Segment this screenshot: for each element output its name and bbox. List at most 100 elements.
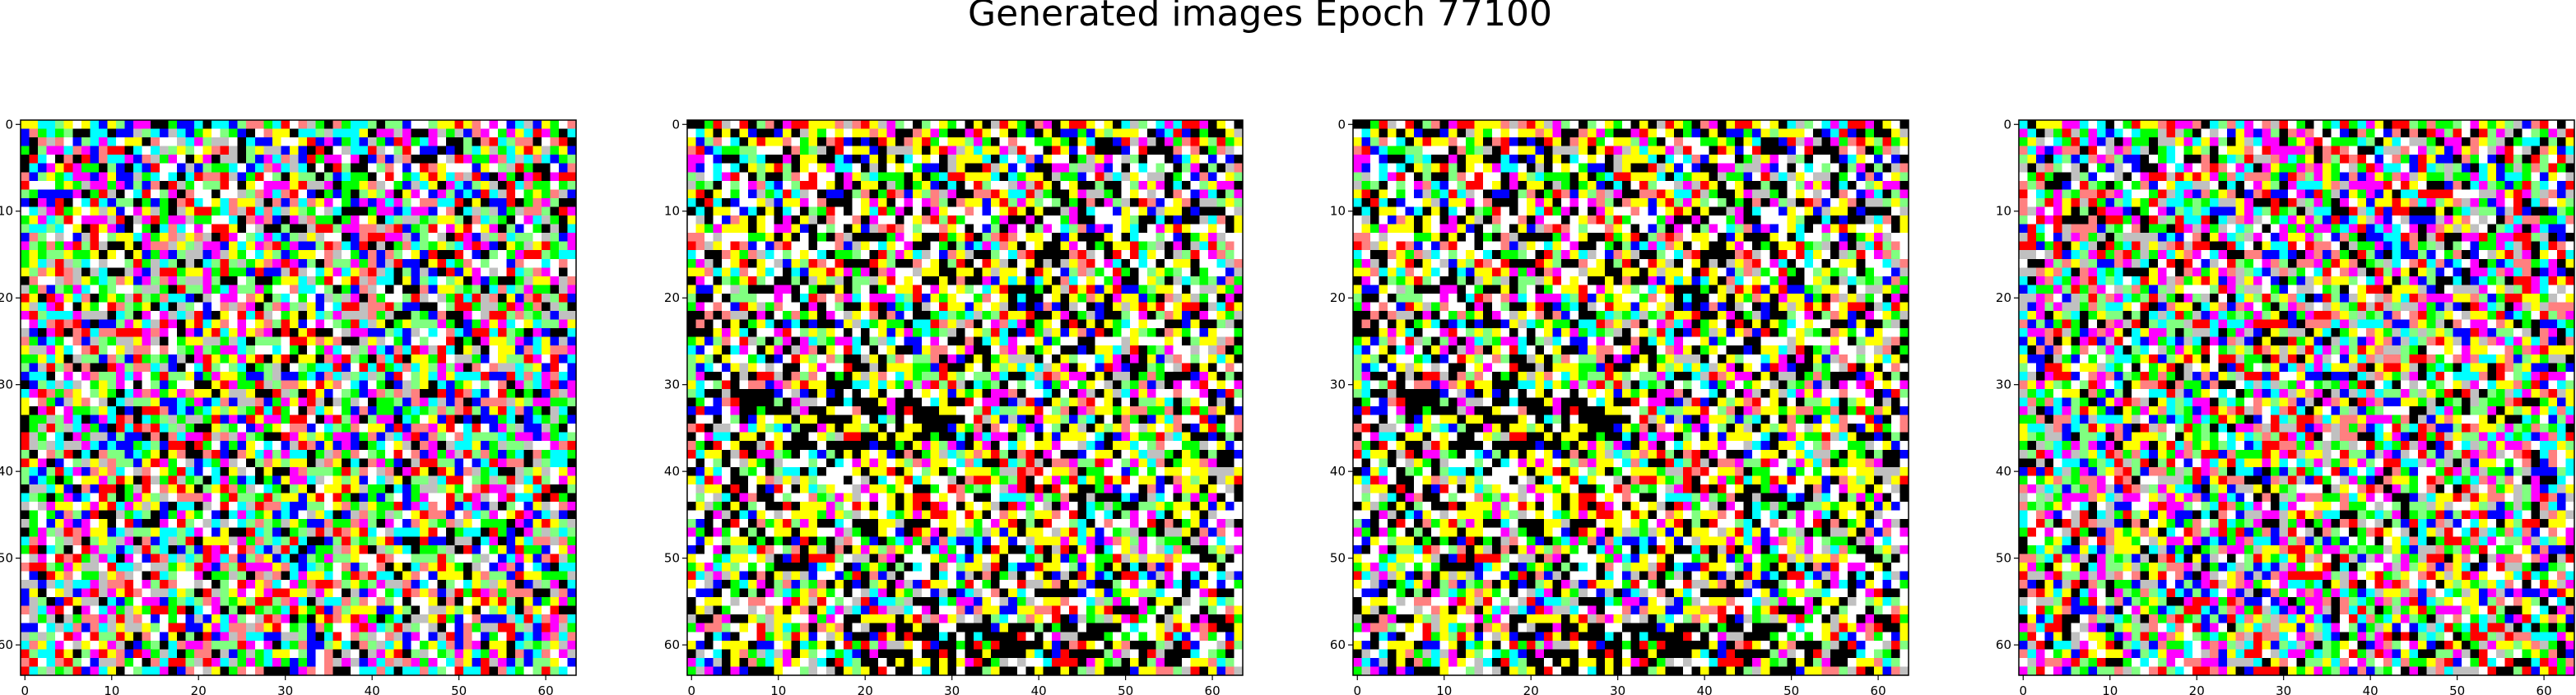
pixel	[90, 597, 99, 606]
pixel	[559, 641, 568, 650]
pixel	[550, 354, 559, 364]
pixel	[437, 172, 446, 181]
pixel	[316, 189, 325, 198]
pixel	[515, 458, 524, 467]
pixel	[542, 372, 551, 381]
pixel	[402, 467, 412, 476]
pixel	[1130, 181, 1139, 190]
pixel	[359, 294, 368, 303]
pixel	[116, 129, 125, 138]
pixel	[168, 259, 177, 268]
pixel	[64, 458, 73, 467]
pixel	[524, 250, 533, 259]
pixel	[983, 155, 992, 164]
pixel	[81, 189, 91, 198]
pixel	[142, 580, 151, 589]
pixel	[542, 189, 551, 198]
pixel	[202, 345, 212, 354]
pixel	[983, 120, 992, 129]
pixel	[151, 137, 160, 146]
pixel	[342, 363, 351, 372]
pixel	[30, 415, 39, 424]
pixel	[272, 433, 281, 442]
pixel	[844, 164, 853, 173]
pixel	[160, 649, 169, 658]
pixel	[515, 623, 524, 632]
pixel	[783, 233, 792, 242]
pixel	[229, 433, 238, 442]
pixel	[368, 545, 377, 554]
pixel	[429, 155, 438, 164]
pixel	[342, 137, 351, 146]
pixel	[1138, 164, 1147, 173]
pixel	[333, 198, 342, 207]
pixel	[316, 571, 325, 580]
x-tick-label: 50	[451, 683, 467, 695]
pixel	[81, 511, 91, 520]
pixel	[524, 354, 533, 364]
pixel	[376, 467, 385, 476]
pixel	[229, 120, 238, 129]
pixel	[116, 363, 125, 372]
pixel	[281, 458, 290, 467]
pixel	[246, 189, 255, 198]
pixel	[177, 164, 186, 173]
pixel	[21, 198, 30, 207]
pixel	[351, 242, 360, 251]
pixel	[202, 354, 212, 364]
pixel	[194, 563, 203, 572]
pixel	[1191, 189, 1200, 198]
pixel	[272, 502, 281, 511]
pixel	[559, 285, 568, 294]
pixel	[202, 502, 212, 511]
pixel	[290, 563, 299, 572]
pixel	[185, 406, 194, 415]
pixel	[221, 354, 230, 364]
pixel	[281, 380, 290, 389]
pixel	[368, 484, 377, 493]
pixel	[299, 545, 308, 554]
pixel	[316, 198, 325, 207]
pixel	[481, 632, 490, 641]
pixel	[30, 475, 39, 484]
pixel	[116, 563, 125, 572]
pixel	[983, 215, 992, 225]
pixel	[454, 511, 463, 520]
pixel	[151, 641, 160, 650]
pixel	[38, 433, 47, 442]
pixel	[72, 632, 81, 641]
pixel	[559, 250, 568, 259]
pixel	[542, 155, 551, 164]
pixel	[194, 415, 203, 424]
pixel	[550, 406, 559, 415]
pixel	[1000, 155, 1009, 164]
pixel	[281, 372, 290, 381]
pixel	[246, 398, 255, 407]
pixel	[359, 233, 368, 242]
pixel	[913, 198, 922, 207]
pixel	[107, 181, 116, 190]
pixel	[783, 225, 792, 234]
pixel	[64, 225, 73, 234]
pixel	[263, 580, 272, 589]
pixel	[983, 225, 992, 234]
pixel	[116, 137, 125, 146]
pixel	[55, 450, 64, 459]
pixel	[739, 198, 748, 207]
pixel	[185, 172, 194, 181]
pixel	[38, 302, 47, 311]
pixel	[550, 528, 559, 537]
pixel	[490, 658, 499, 667]
pixel	[965, 189, 974, 198]
pixel	[263, 589, 272, 598]
pixel	[221, 484, 230, 493]
pixel	[524, 519, 533, 528]
pixel	[774, 181, 783, 190]
pixel	[290, 415, 299, 424]
pixel	[402, 554, 412, 563]
pixel	[524, 155, 533, 164]
pixel	[238, 345, 247, 354]
pixel	[324, 337, 333, 346]
pixel	[550, 267, 559, 276]
pixel	[263, 623, 272, 632]
